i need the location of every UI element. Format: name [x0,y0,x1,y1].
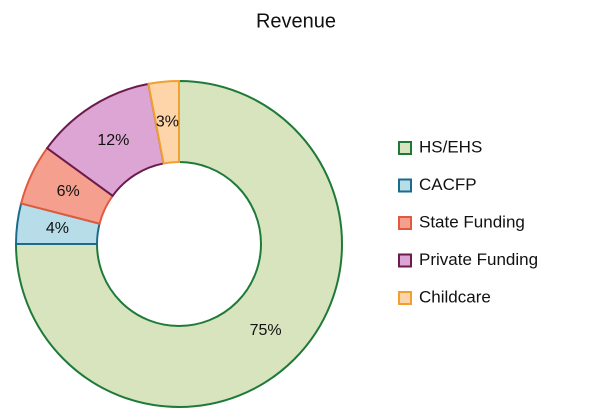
data-label: 12% [97,132,129,149]
legend-label: State Funding [419,212,525,231]
donut-slice [147,79,180,165]
legend-swatch [398,141,412,155]
data-label: 75% [250,322,282,339]
data-label: 3% [156,113,179,130]
legend-swatch [398,291,412,305]
legend-label: Private Funding [419,250,538,269]
legend-label: CACFP [419,175,477,194]
chart-title: Revenue [256,10,336,32]
legend-swatch [398,178,412,193]
legend-swatch [398,253,412,268]
donut-slice [14,79,343,408]
data-label: 6% [57,183,80,200]
legend-swatch [398,216,412,230]
legend-label: Childcare [419,287,491,306]
legend-label: HS/EHS [419,137,482,156]
data-label: 4% [46,220,69,237]
